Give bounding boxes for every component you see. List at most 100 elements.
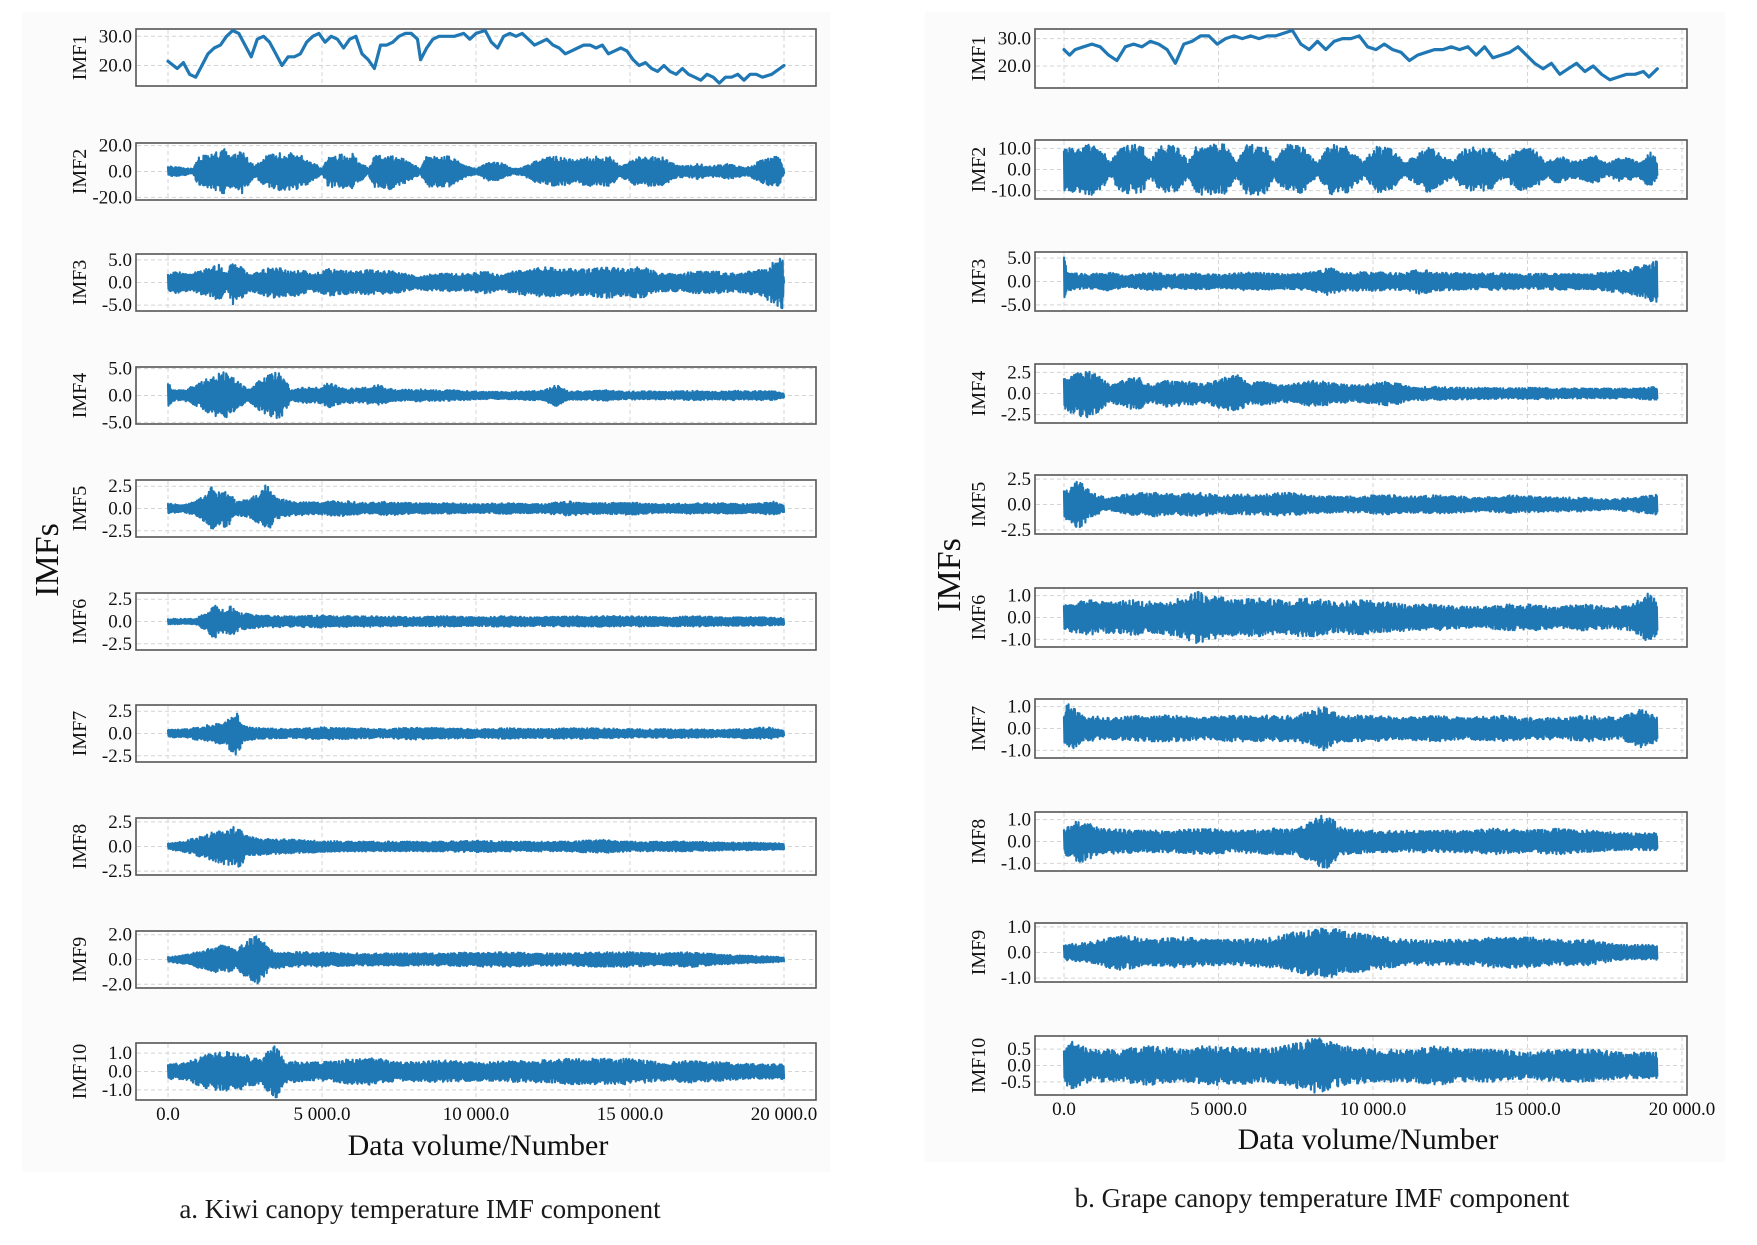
subplot-ylabel: IMF3 xyxy=(968,259,990,305)
subplot-imf2: -20.0 0.0 20.0 IMF2 xyxy=(69,136,817,208)
subplot-ylabel: IMF10 xyxy=(968,1038,990,1094)
series-line-imf8 xyxy=(1062,814,1659,869)
x-tick-label: 0.0 xyxy=(1052,1099,1076,1120)
y-tick-label: -2.5 xyxy=(102,634,132,655)
x-tick-label: 0.0 xyxy=(156,1104,180,1125)
y-tick-label: -2.5 xyxy=(102,521,132,542)
subplot-ylabel: IMF9 xyxy=(69,937,91,983)
subplot-imf7: -2.50.02.5 IMF7 xyxy=(69,701,817,767)
subplot-imf10: -1.00.01.0 IMF10 xyxy=(69,1042,817,1101)
y-tick-label: 0.0 xyxy=(1007,943,1031,964)
subplot-ylabel: IMF3 xyxy=(69,260,91,306)
y-tick-label: -1.0 xyxy=(1001,740,1031,761)
y-tick-label: 2.5 xyxy=(1007,362,1031,383)
y-tick-label: 0.0 xyxy=(1007,719,1031,740)
y-tick-label: 5.0 xyxy=(1007,248,1031,269)
series-line-imf2 xyxy=(1062,143,1659,196)
y-tick-label: -1.0 xyxy=(102,1080,132,1101)
series-line-imf6 xyxy=(1062,591,1659,644)
series-line-imf5 xyxy=(166,484,786,530)
y-tick-label: 0.0 xyxy=(1007,272,1031,293)
series-line-imf4 xyxy=(1062,370,1659,419)
subplot-ylabel: IMF4 xyxy=(968,371,990,417)
subplot-imf1: 20.0 30.0 IMF1 xyxy=(968,28,1688,89)
panel-grape: IMFs 20.030.0IMF1-10.00.010.0IMF2-5.00.0… xyxy=(925,12,1725,1162)
subplot-imf5: -2.5 0.0 2.5 IMF5 xyxy=(968,469,1688,541)
y-tick-label: 5.0 xyxy=(108,359,132,380)
y-tick-label: 20.0 xyxy=(998,56,1031,77)
y-tick-label: 10.0 xyxy=(998,138,1031,159)
x-tick-label: 10 000.0 xyxy=(443,1104,510,1125)
y-tick-label: -1.0 xyxy=(1001,968,1031,989)
series-line-imf2 xyxy=(166,148,786,195)
series-line-imf10 xyxy=(166,1045,786,1099)
y-tick-label: -1.0 xyxy=(1001,853,1031,874)
y-tick-label: 0.0 xyxy=(108,612,132,633)
y-tick-label: 0.0 xyxy=(108,724,132,745)
y-tick-label: 2.5 xyxy=(108,476,132,497)
y-tick-label: -2.0 xyxy=(102,974,132,995)
y-tick-label: -2.5 xyxy=(1001,405,1031,426)
x-tick-label: 10 000.0 xyxy=(1340,1099,1407,1120)
y-tick-label: 0.0 xyxy=(1007,1056,1031,1077)
series-line-imf8 xyxy=(166,826,786,868)
x-tick-label: 15 000.0 xyxy=(1494,1099,1561,1120)
grape-x-ticks: 0.0 5 000.0 10 000.0 15 000.0 20 000.0 xyxy=(1052,1099,1715,1120)
subplot-imf9: -2.0 0.0 2.0 IMF9 xyxy=(69,925,817,995)
subplot-imf8: -2.5 0.0 2.5 IMF8 xyxy=(69,812,817,882)
kiwi-axes-group: 20.030.0IMF1-20.00.020.0IMF2-5.00.05.0IM… xyxy=(69,26,817,1101)
grape-ylabel: IMFs xyxy=(931,538,968,612)
y-tick-label: 2.0 xyxy=(108,925,132,946)
series-line-imf3 xyxy=(166,257,786,310)
subplot-ylabel: IMF6 xyxy=(968,595,990,641)
series-line-imf5 xyxy=(1062,480,1659,529)
y-tick-label: 1.0 xyxy=(108,1043,132,1064)
grape-xlabel: Data volume/Number xyxy=(1238,1123,1499,1156)
subplot-ylabel: IMF5 xyxy=(968,482,990,528)
y-tick-label: 30.0 xyxy=(998,29,1031,50)
y-tick-label: 0.0 xyxy=(1007,832,1031,853)
subplot-ylabel: IMF9 xyxy=(968,930,990,976)
subplot-ylabel: IMF5 xyxy=(69,486,91,532)
subplot-ylabel: IMF10 xyxy=(69,1044,91,1100)
x-tick-label: 15 000.0 xyxy=(597,1104,664,1125)
subplot-imf1: 20.0 30.0 IMF1 xyxy=(69,26,817,87)
subplot-imf6: -2.50.02.5 IMF6 xyxy=(69,589,817,655)
y-tick-label: 0.5 xyxy=(1007,1039,1031,1060)
subplot-imf4: -5.0 0.0 5.0 IMF4 xyxy=(69,359,817,433)
series-line-imf6 xyxy=(166,604,786,639)
subplot-imf3: -5.00.0 5.0 IMF3 xyxy=(968,248,1688,316)
y-tick-label: 0.0 xyxy=(108,273,132,294)
y-tick-label: 0.0 xyxy=(108,950,132,971)
y-tick-label: 20.0 xyxy=(99,136,132,157)
series-line-imf3 xyxy=(1062,256,1659,303)
subplot-ylabel: IMF4 xyxy=(69,373,91,419)
series-line-imf4 xyxy=(166,371,786,420)
y-tick-label: 0.0 xyxy=(108,1062,132,1083)
subplot-imf9: -1.0 0.0 1.0 IMF9 xyxy=(968,917,1688,989)
y-tick-label: 0.0 xyxy=(1007,495,1031,516)
subplot-ylabel: IMF2 xyxy=(968,147,990,193)
subplot-ylabel: IMF2 xyxy=(69,149,91,195)
y-tick-label: 2.5 xyxy=(108,812,132,833)
y-tick-label: 1.0 xyxy=(1007,697,1031,718)
kiwi-xlabel: Data volume/Number xyxy=(348,1129,609,1162)
caption-grape: b. Grape canopy temperature IMF componen… xyxy=(1075,1183,1570,1213)
series-line-imf1 xyxy=(1062,28,1659,82)
grape-axes-group: 20.030.0IMF1-10.00.010.0IMF2-5.00.05.0IM… xyxy=(968,28,1688,1096)
y-tick-label: 1.0 xyxy=(1007,917,1031,938)
y-tick-label: -5.0 xyxy=(1001,295,1031,316)
y-tick-label: 1.0 xyxy=(1007,810,1031,831)
y-tick-label: -2.5 xyxy=(1001,520,1031,541)
series-line-imf1 xyxy=(166,28,786,85)
y-tick-label: -20.0 xyxy=(92,187,132,208)
y-tick-label: 20.0 xyxy=(99,56,132,77)
y-tick-label: -5.0 xyxy=(102,412,132,433)
subplot-ylabel: IMF8 xyxy=(968,819,990,865)
y-tick-label: -0.5 xyxy=(1001,1072,1031,1093)
y-tick-label: 0.0 xyxy=(108,837,132,858)
y-tick-label: 0.0 xyxy=(1007,608,1031,629)
y-tick-label: 5.0 xyxy=(108,250,132,271)
